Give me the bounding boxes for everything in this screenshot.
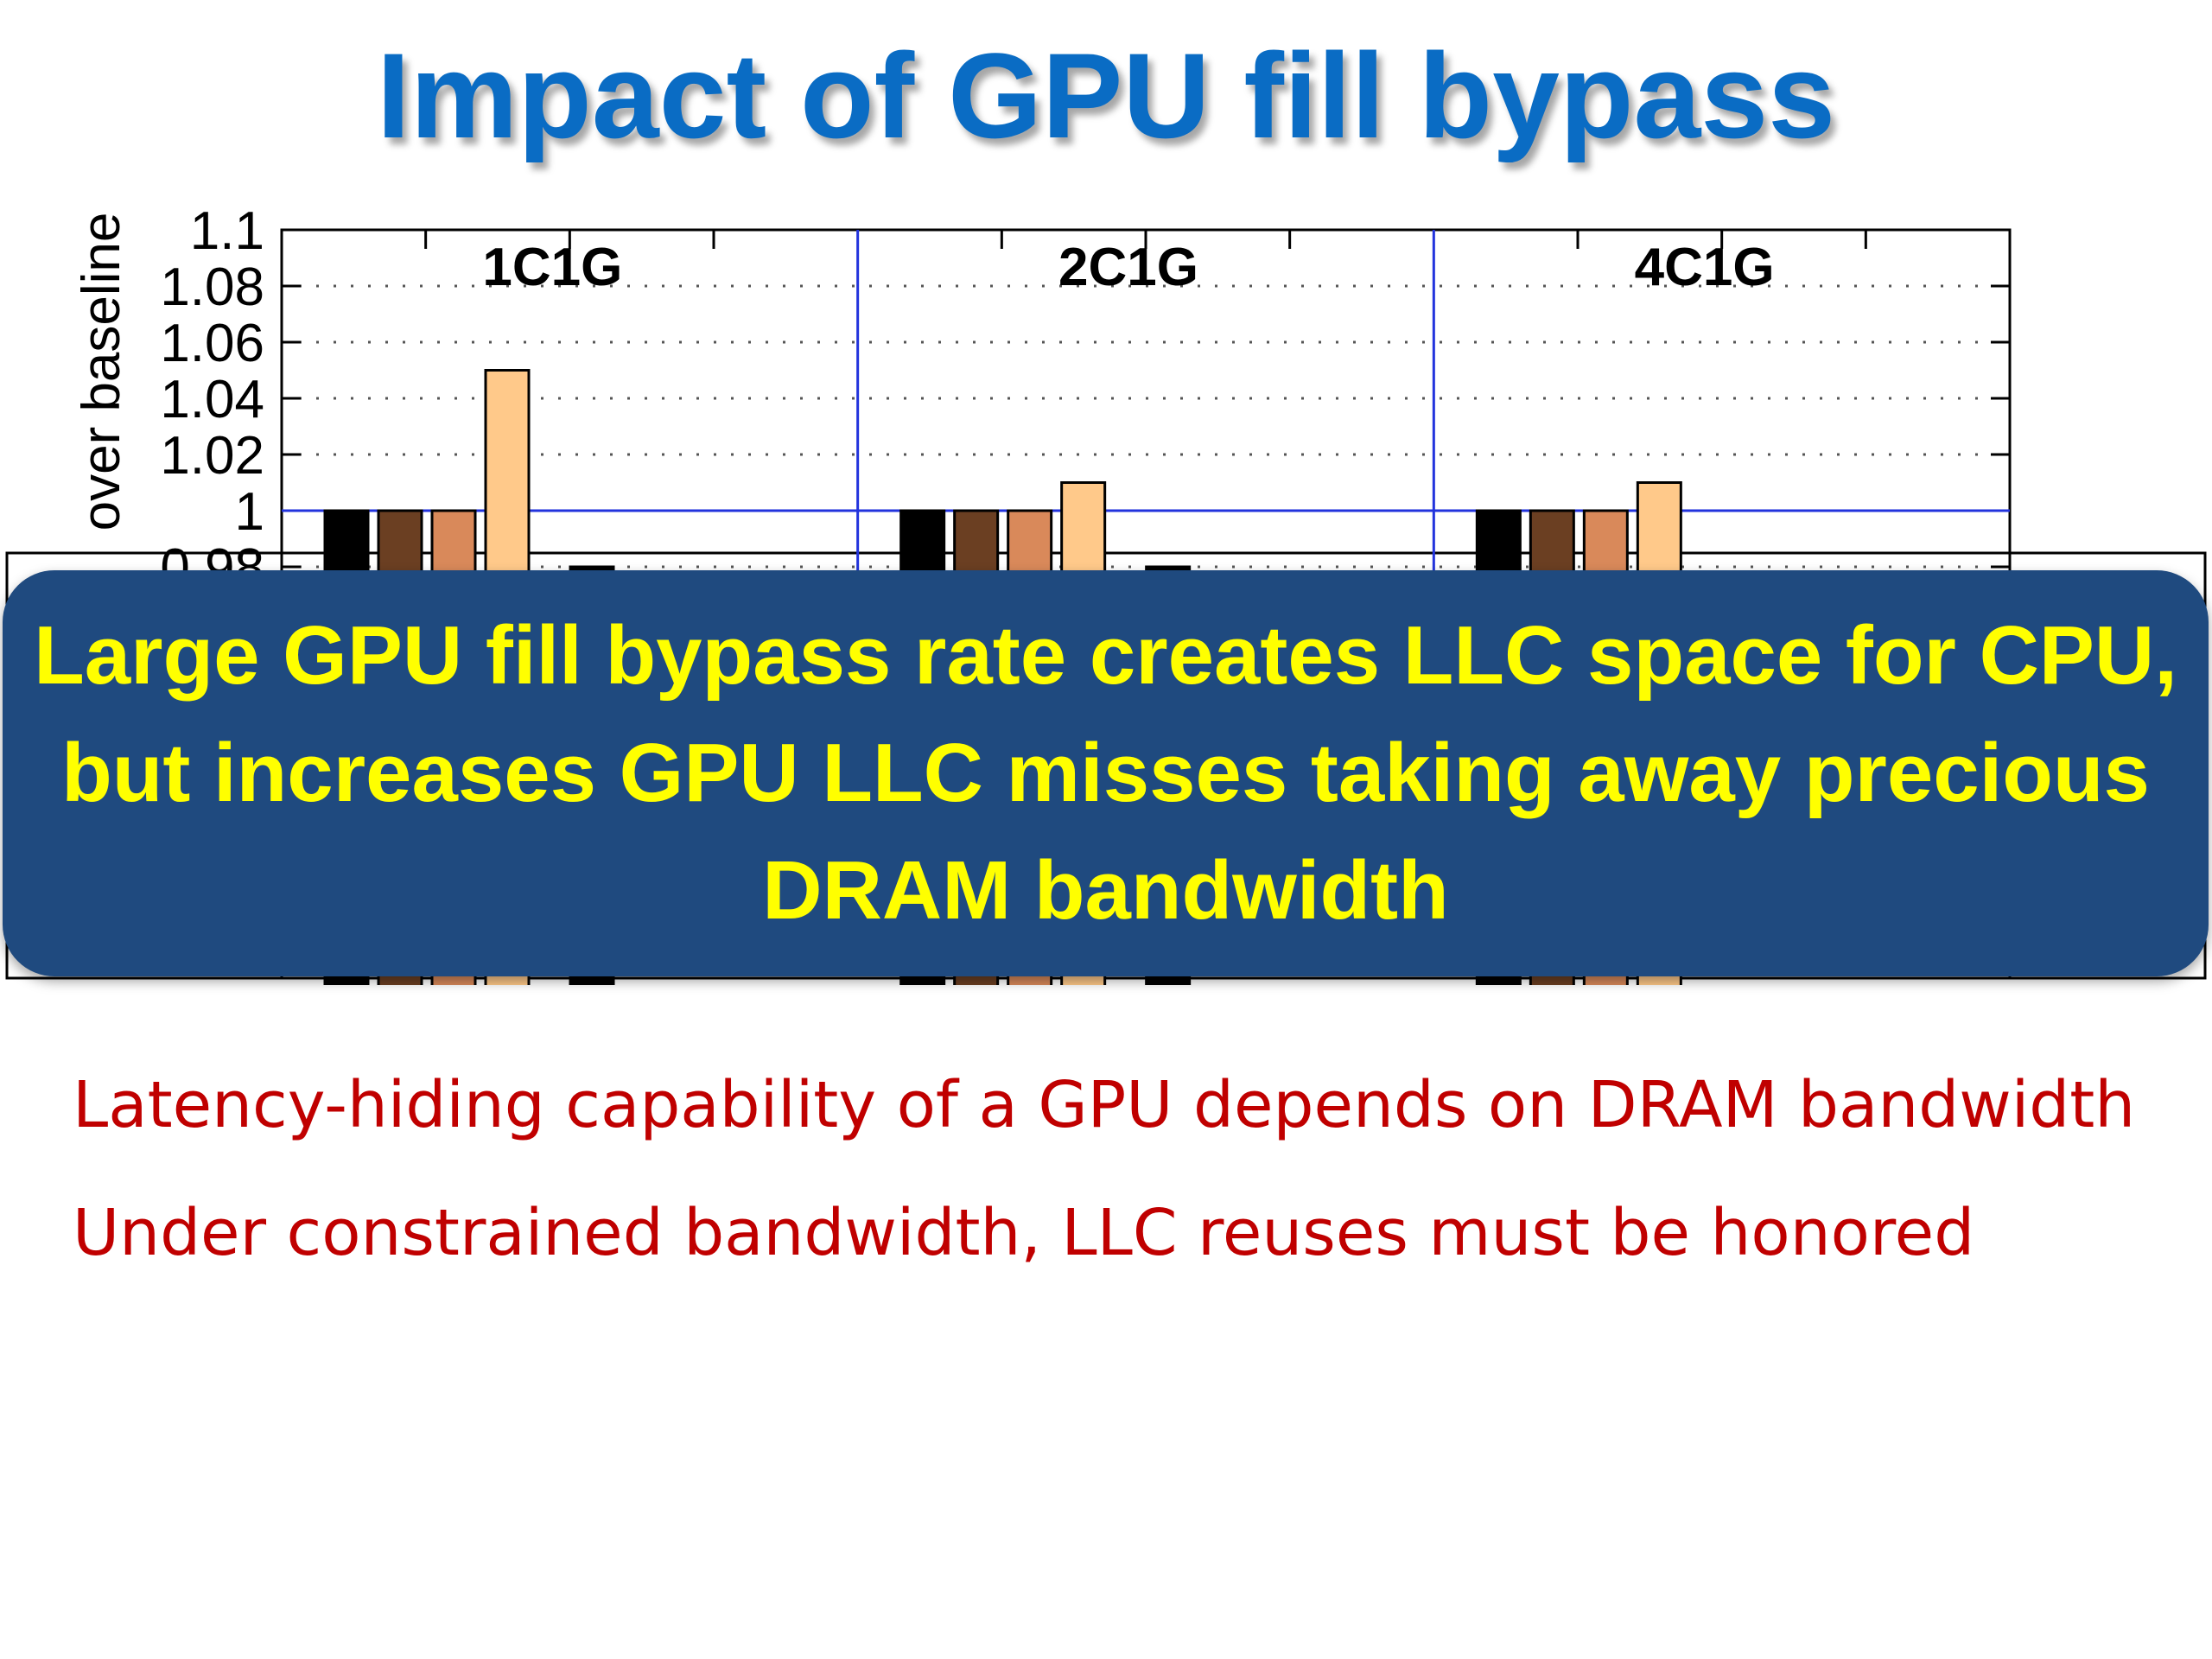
gridlines [282,284,2010,569]
bullet-constrained-bandwidth: Under constrained bandwidth, LLC reuses … [73,1196,1975,1270]
y-tick-label: 1.04 [160,370,264,429]
callout-box: Large GPU fill bypass rate creates LLC s… [3,570,2209,976]
panel-label: 2C1G [1058,238,1198,297]
panel-label: 4C1G [1635,238,1775,297]
slide-title: Impact of GPU fill bypass [376,28,1836,163]
y-tick-label: 1 [235,482,264,542]
callout-text: Large GPU fill bypass rate creates LLC s… [34,609,2177,937]
y-tick-label: 1.1 [190,201,264,261]
y-tick-label: 1.02 [160,426,264,486]
y-tick-label: 1.06 [160,314,264,373]
panel-dividers [282,230,2010,570]
panel-label: 1C1G [482,238,622,297]
bullet-latency-hiding: Latency-hiding capability of a GPU depen… [73,1068,2136,1142]
y-tick-label: 1.08 [160,257,264,317]
panel-labels: 1C1G 2C1G 4C1G [482,238,1774,297]
y-axis-label: over baseline [72,213,131,531]
